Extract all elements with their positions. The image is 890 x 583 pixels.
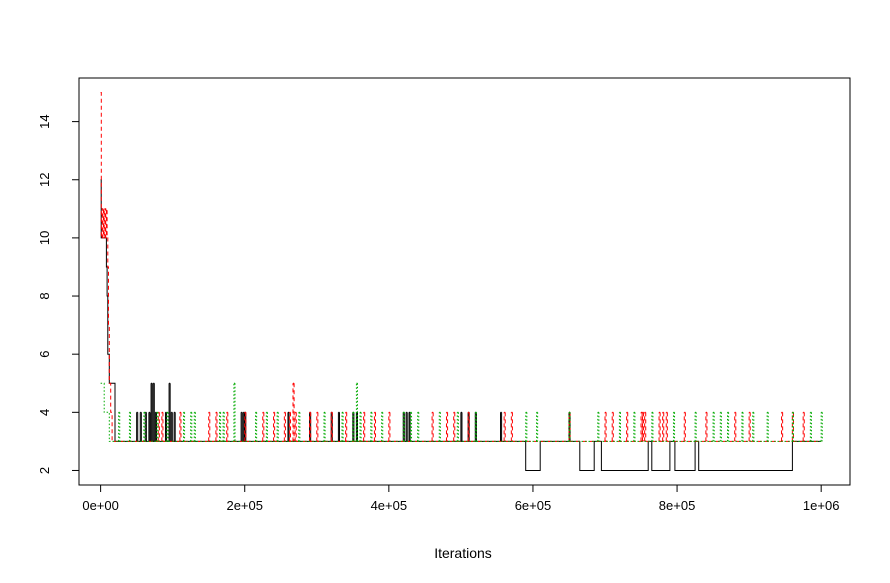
x-tick-label: 6e+05 (515, 498, 552, 513)
series-1-trace (100, 92, 822, 442)
y-tick-label: 4 (37, 409, 52, 416)
y-tick-label: 6 (37, 351, 52, 358)
x-tick-label: 0e+00 (82, 498, 119, 513)
x-axis: 0e+00 2e+05 4e+05 6e+05 8e+05 1e+06 (82, 484, 840, 513)
series-layer (100, 92, 823, 471)
series-0-trace (100, 179, 822, 471)
y-tick-label: 14 (37, 114, 52, 128)
x-tick-label: 1e+06 (803, 498, 840, 513)
x-tick-label: 4e+05 (371, 498, 408, 513)
y-axis: 2 4 6 8 10 12 14 (37, 114, 80, 474)
series-2 (100, 382, 823, 442)
x-tick-label: 8e+05 (659, 498, 696, 513)
y-tick-label: 10 (37, 231, 52, 245)
series-2-trace (100, 382, 822, 442)
y-tick-label: 2 (37, 467, 52, 474)
y-tick-label: 8 (37, 292, 52, 299)
y-tick-label: 12 (37, 173, 52, 187)
x-axis-title: Iterations (434, 545, 492, 561)
x-tick-label: 2e+05 (226, 498, 263, 513)
